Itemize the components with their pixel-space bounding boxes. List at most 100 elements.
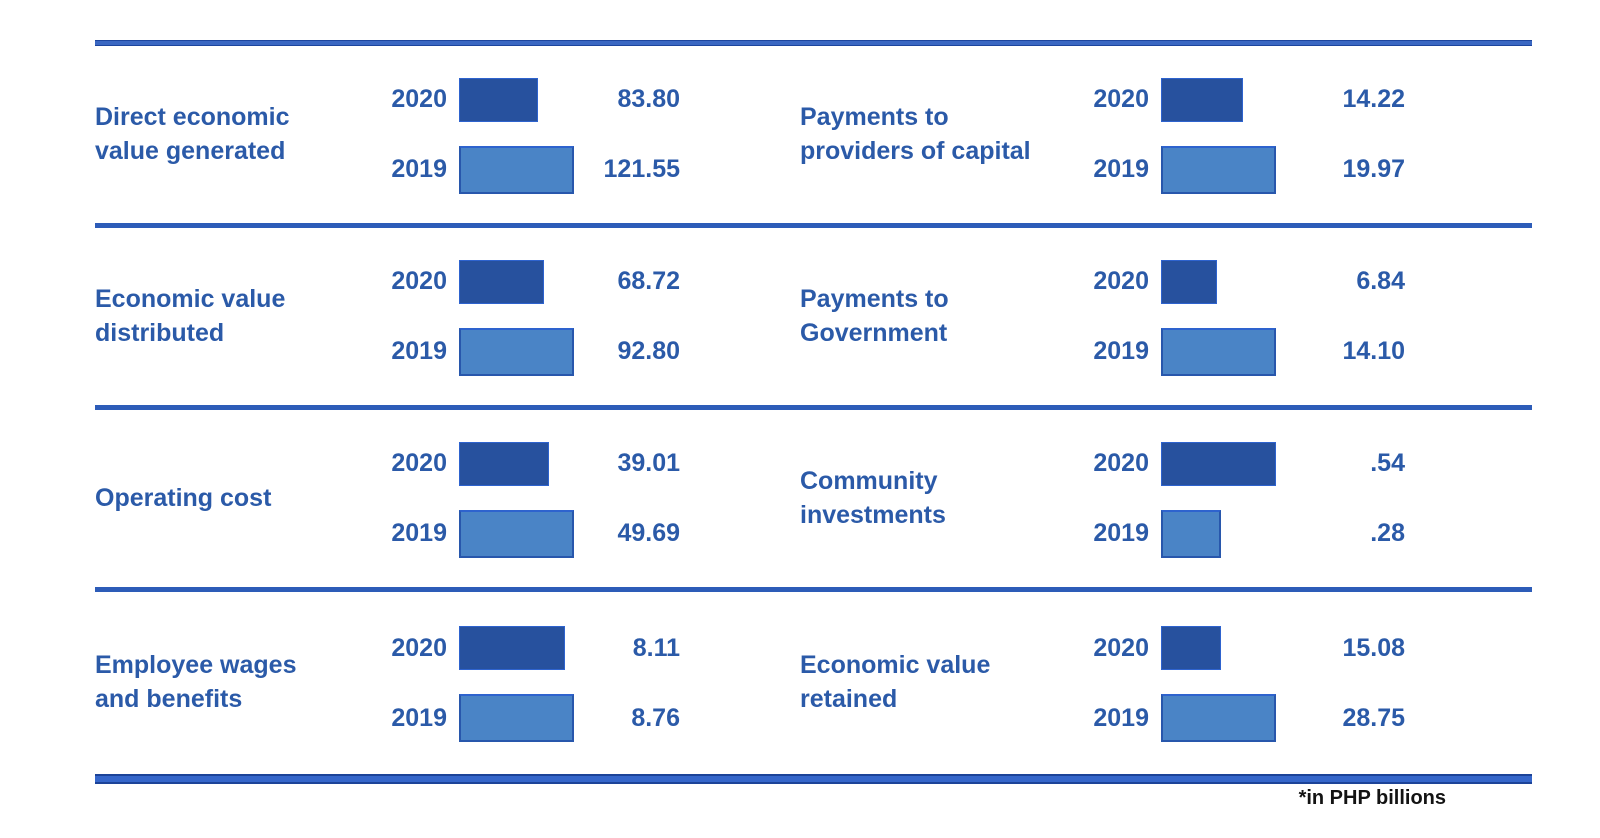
bar-track: [1161, 509, 1301, 558]
category-label: Direct economic value generated: [95, 102, 290, 165]
bar-track: [1161, 441, 1301, 486]
category-label: Payments to providers of capital: [800, 102, 1031, 165]
bar-row-2020: 2020 39.01: [383, 440, 680, 488]
year-label: 2019: [1093, 703, 1149, 732]
bar-2020: [459, 441, 549, 486]
year-label: 2020: [391, 449, 447, 477]
bar-row-2020: 2020 14.22: [1085, 76, 1405, 124]
bar-pair: 2020 68.72 2019 92.80: [383, 258, 680, 376]
bar-row-2019: 2019 28.75: [1085, 694, 1405, 742]
chart-row-2: Economic value distributed 2020 68.72 20…: [95, 228, 1532, 410]
bar-track: [459, 77, 599, 122]
bar-2019: [1161, 694, 1276, 742]
bar-row-2019: 2019 49.69: [383, 509, 680, 558]
bar-2019: [1161, 509, 1221, 558]
chart-group-payments-to-providers-of-capital: Payments to providers of capital 2020 14…: [800, 76, 1405, 194]
year-label: 2019: [391, 155, 447, 183]
bar-2020: [459, 77, 538, 122]
bar-row-2020: 2020 6.84: [1085, 258, 1405, 306]
top-rule-divider: [95, 40, 1532, 46]
value-label: 49.69: [617, 519, 680, 547]
bar-track: [1161, 626, 1301, 670]
bar-track: [459, 626, 599, 670]
bar-row-2019: 2019 14.10: [1085, 327, 1405, 376]
bar-row-2019: 2019 .28: [1085, 509, 1405, 558]
bar-track: [1161, 145, 1301, 194]
chart-group-community-investments: Community investments 2020 .54 2019 .28: [800, 440, 1405, 558]
infographic-chart: Direct economic value generated 2020 83.…: [95, 0, 1532, 810]
bar-row-2020: 2020 .54: [1085, 440, 1405, 488]
bar-2020: [1161, 441, 1276, 486]
value-label: 14.10: [1342, 337, 1405, 365]
bar-2019: [1161, 327, 1276, 376]
value-label: 14.22: [1342, 85, 1405, 113]
bottom-rule-divider: [95, 774, 1532, 784]
bar-row-2020: 2020 15.08: [1085, 624, 1405, 672]
chart-group-direct-economic-value-generated: Direct economic value generated 2020 83.…: [95, 76, 680, 194]
category-label: Economic value distributed: [95, 284, 286, 347]
category-label: Economic value retained: [800, 651, 991, 713]
bar-row-2020: 2020 8.11: [383, 624, 680, 672]
value-label: .28: [1370, 519, 1405, 547]
chart-group-employee-wages-and-benefits: Employee wages and benefits 2020 8.11 20…: [95, 624, 680, 742]
bar-row-2019: 2019 121.55: [383, 145, 680, 194]
bar-track: [1161, 77, 1301, 122]
bar-pair: 2020 6.84 2019 14.10: [1085, 258, 1405, 376]
year-label: 2020: [1093, 449, 1149, 477]
bar-2019: [459, 509, 574, 558]
bar-row-2019: 2019 19.97: [1085, 145, 1405, 194]
value-label: 8.11: [632, 633, 680, 662]
value-label: .54: [1370, 449, 1405, 477]
year-label: 2019: [1093, 337, 1149, 365]
bar-row-2020: 2020 68.72: [383, 258, 680, 306]
bar-pair: 2020 15.08 2019 28.75: [1085, 624, 1405, 742]
bar-track: [459, 145, 599, 194]
chart-group-payments-to-government: Payments to Government 2020 6.84 2019 14…: [800, 258, 1405, 376]
value-label: 68.72: [617, 267, 680, 295]
year-label: 2020: [391, 85, 447, 113]
value-label: 39.01: [617, 449, 680, 477]
chart-row-4: Employee wages and benefits 2020 8.11 20…: [95, 592, 1532, 774]
year-label: 2020: [391, 267, 447, 295]
bar-row-2020: 2020 83.80: [383, 76, 680, 124]
year-label: 2019: [391, 703, 447, 732]
bar-track: [459, 441, 599, 486]
category-label: Operating cost: [95, 483, 272, 512]
value-label: 19.97: [1342, 155, 1405, 183]
bar-track: [1161, 259, 1301, 304]
bar-track: [459, 327, 599, 376]
year-label: 2019: [391, 519, 447, 547]
chart-group-economic-value-distributed: Economic value distributed 2020 68.72 20…: [95, 258, 680, 376]
bar-pair: 2020 14.22 2019 19.97: [1085, 76, 1405, 194]
bar-2020: [459, 259, 544, 304]
bar-2019: [459, 694, 574, 742]
value-label: 121.55: [603, 155, 680, 183]
bar-2020: [1161, 259, 1217, 304]
bar-2019: [459, 145, 574, 194]
bar-track: [459, 694, 599, 742]
value-label: 15.08: [1342, 633, 1405, 662]
bar-2020: [459, 626, 565, 670]
bar-track: [459, 259, 599, 304]
value-label: 92.80: [617, 337, 680, 365]
category-label: Community investments: [800, 466, 946, 529]
bar-pair: 2020 39.01 2019 49.69: [383, 440, 680, 558]
bar-track: [1161, 327, 1301, 376]
bar-pair: 2020 8.11 2019 8.76: [383, 624, 680, 742]
chart-row-1: Direct economic value generated 2020 83.…: [95, 46, 1532, 228]
bar-2020: [1161, 626, 1221, 670]
year-label: 2019: [1093, 519, 1149, 547]
bar-pair: 2020 .54 2019 .28: [1085, 440, 1405, 558]
year-label: 2020: [1093, 85, 1149, 113]
bar-row-2019: 2019 8.76: [383, 694, 680, 742]
year-label: 2019: [391, 337, 447, 365]
bar-2019: [459, 327, 574, 376]
bar-2019: [1161, 145, 1276, 194]
value-label: 6.84: [1356, 267, 1405, 295]
bar-row-2019: 2019 92.80: [383, 327, 680, 376]
bar-2020: [1161, 77, 1243, 122]
unit-note: *in PHP billions: [1298, 787, 1446, 809]
category-label: Payments to Government: [800, 284, 949, 347]
chart-group-economic-value-retained: Economic value retained 2020 15.08 2019 …: [800, 624, 1405, 742]
chart-row-3: Operating cost 2020 39.01 2019 49.69 Com…: [95, 410, 1532, 592]
